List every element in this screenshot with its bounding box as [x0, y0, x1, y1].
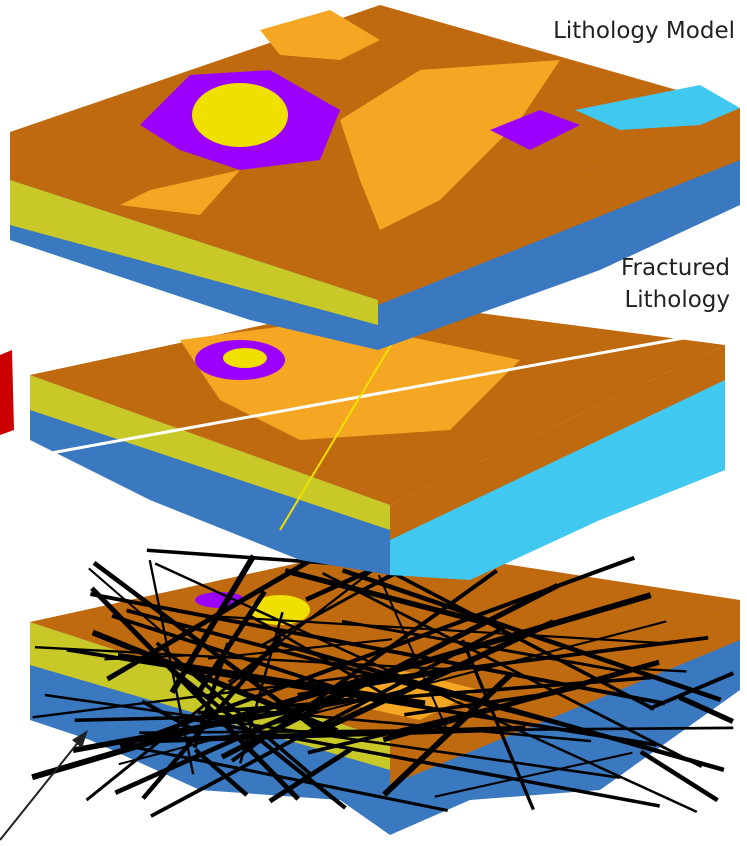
- fracture-line: [205, 614, 661, 645]
- bottom-slab: [30, 545, 740, 835]
- fracture-line: [90, 586, 301, 801]
- fracture-line: [90, 592, 666, 706]
- fracture-line: [139, 726, 734, 735]
- fracture-plane: [39, 333, 701, 457]
- layer-olive: [30, 375, 390, 530]
- fracture-line: [268, 747, 352, 804]
- fracture-line: [643, 667, 687, 673]
- orange-patch: [260, 10, 380, 60]
- orange-patch: [120, 170, 240, 215]
- fracture-line: [192, 717, 660, 808]
- label-fractured: Fractured: [621, 255, 730, 281]
- top-slab: [10, 5, 740, 350]
- yellow-patch: [223, 348, 267, 368]
- fracture-line: [74, 714, 250, 722]
- orange-patch: [340, 60, 560, 230]
- fracture-line: [227, 563, 382, 683]
- label-lithology: Lithology: [624, 287, 730, 313]
- fracture-line: [308, 619, 555, 738]
- fracture-line: [434, 751, 633, 798]
- fracture-line: [32, 672, 377, 719]
- fracture-line: [404, 690, 558, 717]
- fracture-line: [193, 748, 249, 797]
- fracture-line: [279, 641, 725, 773]
- fracture-line: [248, 614, 402, 705]
- fracture-line: [388, 569, 655, 711]
- fracture-network: [31, 548, 735, 818]
- fracture-line: [321, 571, 703, 768]
- fracture-plane: [279, 329, 401, 531]
- middle-slab: [0, 300, 725, 580]
- yellow-patch: [192, 83, 288, 147]
- fracture-line: [31, 592, 652, 781]
- layer-brown: [390, 345, 725, 540]
- arrow-head: [72, 730, 88, 748]
- red-body: [0, 350, 14, 435]
- fracture-line: [382, 671, 514, 797]
- fracture-line: [639, 749, 719, 803]
- purple-patch: [490, 110, 580, 150]
- blue-patch: [575, 85, 740, 130]
- yellow-patch: [250, 595, 310, 625]
- fracture-line: [34, 645, 446, 671]
- fracture-line: [44, 693, 621, 779]
- layer-olive: [10, 180, 378, 325]
- fracture-line: [377, 574, 448, 729]
- label-lithology-model: Lithology Model: [553, 18, 735, 44]
- layer-brown: [10, 132, 378, 300]
- fracture-line: [460, 639, 535, 811]
- fracture-line: [678, 694, 734, 724]
- layer-brown: [378, 108, 740, 305]
- arrow-line: [0, 739, 81, 841]
- fracture-line: [91, 629, 339, 734]
- fracture-line: [284, 568, 485, 626]
